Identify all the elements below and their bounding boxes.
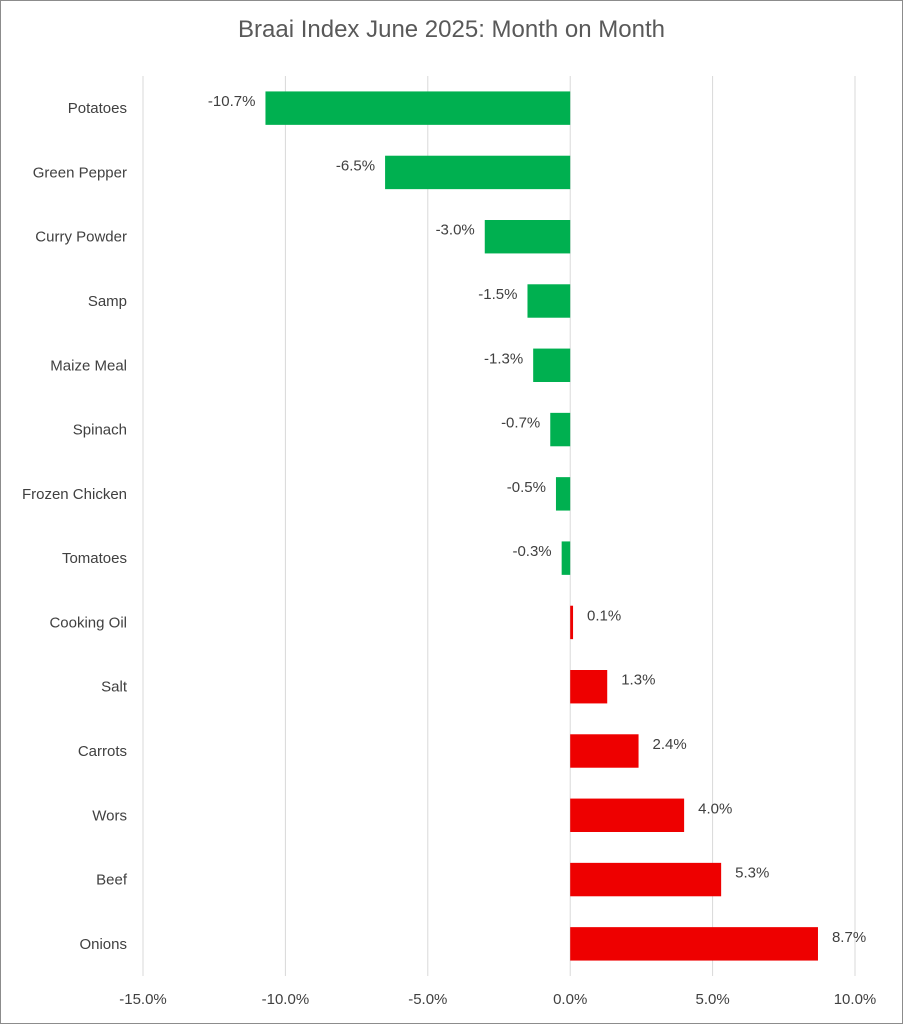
x-tick-label: -10.0% xyxy=(262,991,310,1008)
x-tick-label: -5.0% xyxy=(408,991,447,1008)
bar xyxy=(550,412,571,447)
value-label: 5.3% xyxy=(735,865,769,882)
value-label: -3.0% xyxy=(436,222,475,239)
x-tick-labels: -15.0% -10.0% -5.0% 0.0% 5.0% 10.0% xyxy=(119,991,876,1008)
bar xyxy=(570,798,685,832)
bar xyxy=(533,348,571,382)
category-label: Salt xyxy=(101,679,128,696)
category-label: Spinach xyxy=(73,422,127,439)
category-label: Frozen Chicken xyxy=(22,486,127,503)
category-labels: Potatoes Green Pepper Curry Powder Samp Maiz… xyxy=(22,100,128,953)
gridlines xyxy=(142,76,856,976)
value-label: -1.3% xyxy=(484,350,523,367)
value-label: -1.5% xyxy=(478,286,517,303)
category-label: Samp xyxy=(88,293,127,310)
x-tick-label: 10.0% xyxy=(834,991,877,1008)
category-label: Wors xyxy=(92,807,127,824)
category-label: Tomatoes xyxy=(62,550,127,567)
category-label: Carrots xyxy=(78,743,127,760)
bar xyxy=(570,670,608,704)
category-label: Maize Meal xyxy=(50,357,127,374)
value-label: 2.4% xyxy=(653,736,687,753)
bar xyxy=(555,477,571,511)
category-label: Green Pepper xyxy=(33,164,127,181)
value-label: 1.3% xyxy=(621,672,655,689)
value-label: -0.5% xyxy=(507,479,546,496)
bar xyxy=(265,91,571,125)
category-label: Onions xyxy=(79,936,127,953)
value-labels: -10.7% -6.5% -3.0% -1.5% -1.3% -0.7% -0.5% -0.3… xyxy=(208,93,866,946)
bar xyxy=(570,734,639,768)
value-label: 4.0% xyxy=(698,800,732,817)
x-tick-label: 0.0% xyxy=(553,991,587,1008)
bar xyxy=(527,284,571,318)
value-label: -10.7% xyxy=(208,93,256,110)
bar xyxy=(385,155,571,190)
category-label: Curry Powder xyxy=(35,229,127,246)
value-label: 8.7% xyxy=(832,929,866,946)
category-label: Beef xyxy=(96,872,128,889)
bar xyxy=(570,927,818,961)
value-label: -6.5% xyxy=(336,157,375,174)
bars xyxy=(265,91,818,961)
bar xyxy=(561,541,571,575)
x-tick-label: 5.0% xyxy=(695,991,729,1008)
category-label: Cooking Oil xyxy=(49,614,127,631)
value-label: -0.3% xyxy=(512,543,551,560)
value-label: 0.1% xyxy=(587,607,621,624)
value-label: -0.7% xyxy=(501,415,540,432)
bar xyxy=(570,862,722,897)
bar xyxy=(484,220,571,254)
bar xyxy=(570,605,574,640)
category-label: Potatoes xyxy=(68,100,127,117)
x-tick-label: -15.0% xyxy=(119,991,167,1008)
chart-title: Braai Index June 2025: Month on Month xyxy=(238,16,665,43)
